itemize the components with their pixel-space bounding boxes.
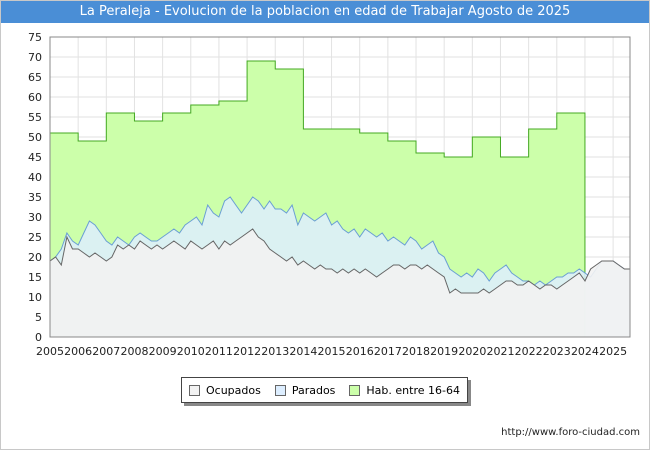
x-tick-label: 2009 — [149, 345, 177, 358]
chart-legend: Ocupados Parados Hab. entre 16-64 — [181, 377, 468, 403]
x-tick-label: 2017 — [374, 345, 402, 358]
x-tick-label: 2014 — [289, 345, 317, 358]
chart-title: La Peraleja - Evolucion de la poblacion … — [1, 1, 649, 23]
y-tick-label: 45 — [28, 151, 42, 164]
y-tick-label: 25 — [28, 231, 42, 244]
legend-swatch-habitantes — [349, 384, 361, 396]
y-tick-label: 75 — [28, 31, 42, 44]
legend-item-habitantes: Hab. entre 16-64 — [349, 384, 460, 397]
x-tick-label: 2020 — [458, 345, 486, 358]
x-tick-label: 2021 — [486, 345, 514, 358]
series-area-ocupados — [50, 229, 630, 337]
x-tick-label: 2023 — [543, 345, 571, 358]
legend-label-habitantes: Hab. entre 16-64 — [366, 383, 460, 397]
y-tick-label: 70 — [28, 51, 42, 64]
x-tick-label: 2011 — [205, 345, 233, 358]
x-tick-label: 2008 — [120, 345, 148, 358]
source-link[interactable]: http://www.foro-ciudad.com — [501, 427, 640, 438]
y-tick-label: 55 — [28, 111, 42, 124]
x-tick-label: 2019 — [430, 345, 458, 358]
x-tick-label: 2007 — [92, 345, 120, 358]
legend-item-ocupados: Ocupados — [188, 383, 261, 397]
legend-swatch-parados — [274, 384, 286, 396]
y-tick-label: 0 — [35, 331, 42, 344]
y-tick-label: 35 — [28, 191, 42, 204]
y-tick-label: 10 — [28, 291, 42, 304]
x-tick-label: 2016 — [346, 345, 374, 358]
y-tick-label: 40 — [28, 171, 42, 184]
x-tick-label: 2024 — [571, 345, 599, 358]
x-tick-label: 2006 — [64, 345, 92, 358]
legend-label-ocupados: Ocupados — [205, 383, 261, 397]
legend-label-parados: Parados — [291, 383, 336, 397]
legend-item-parados: Parados — [274, 383, 336, 397]
x-tick-label: 2015 — [318, 345, 346, 358]
y-tick-label: 5 — [35, 311, 42, 324]
y-tick-label: 50 — [28, 131, 42, 144]
plot-border — [49, 36, 631, 338]
x-tick-label: 2005 — [36, 345, 64, 358]
y-tick-label: 30 — [28, 211, 42, 224]
x-tick-label: 2025 — [599, 345, 627, 358]
x-tick-label: 2013 — [261, 345, 289, 358]
legend-swatch-ocupados — [188, 384, 200, 396]
x-tick-label: 2018 — [402, 345, 430, 358]
series-line-ocupados — [49, 228, 630, 294]
y-tick-label: 65 — [28, 71, 42, 84]
x-tick-label: 2010 — [177, 345, 205, 358]
x-tick-label: 2012 — [233, 345, 261, 358]
x-tick-label: 2022 — [515, 345, 543, 358]
y-tick-label: 20 — [28, 251, 42, 264]
y-tick-label: 60 — [28, 91, 42, 104]
y-tick-label: 15 — [28, 271, 42, 284]
